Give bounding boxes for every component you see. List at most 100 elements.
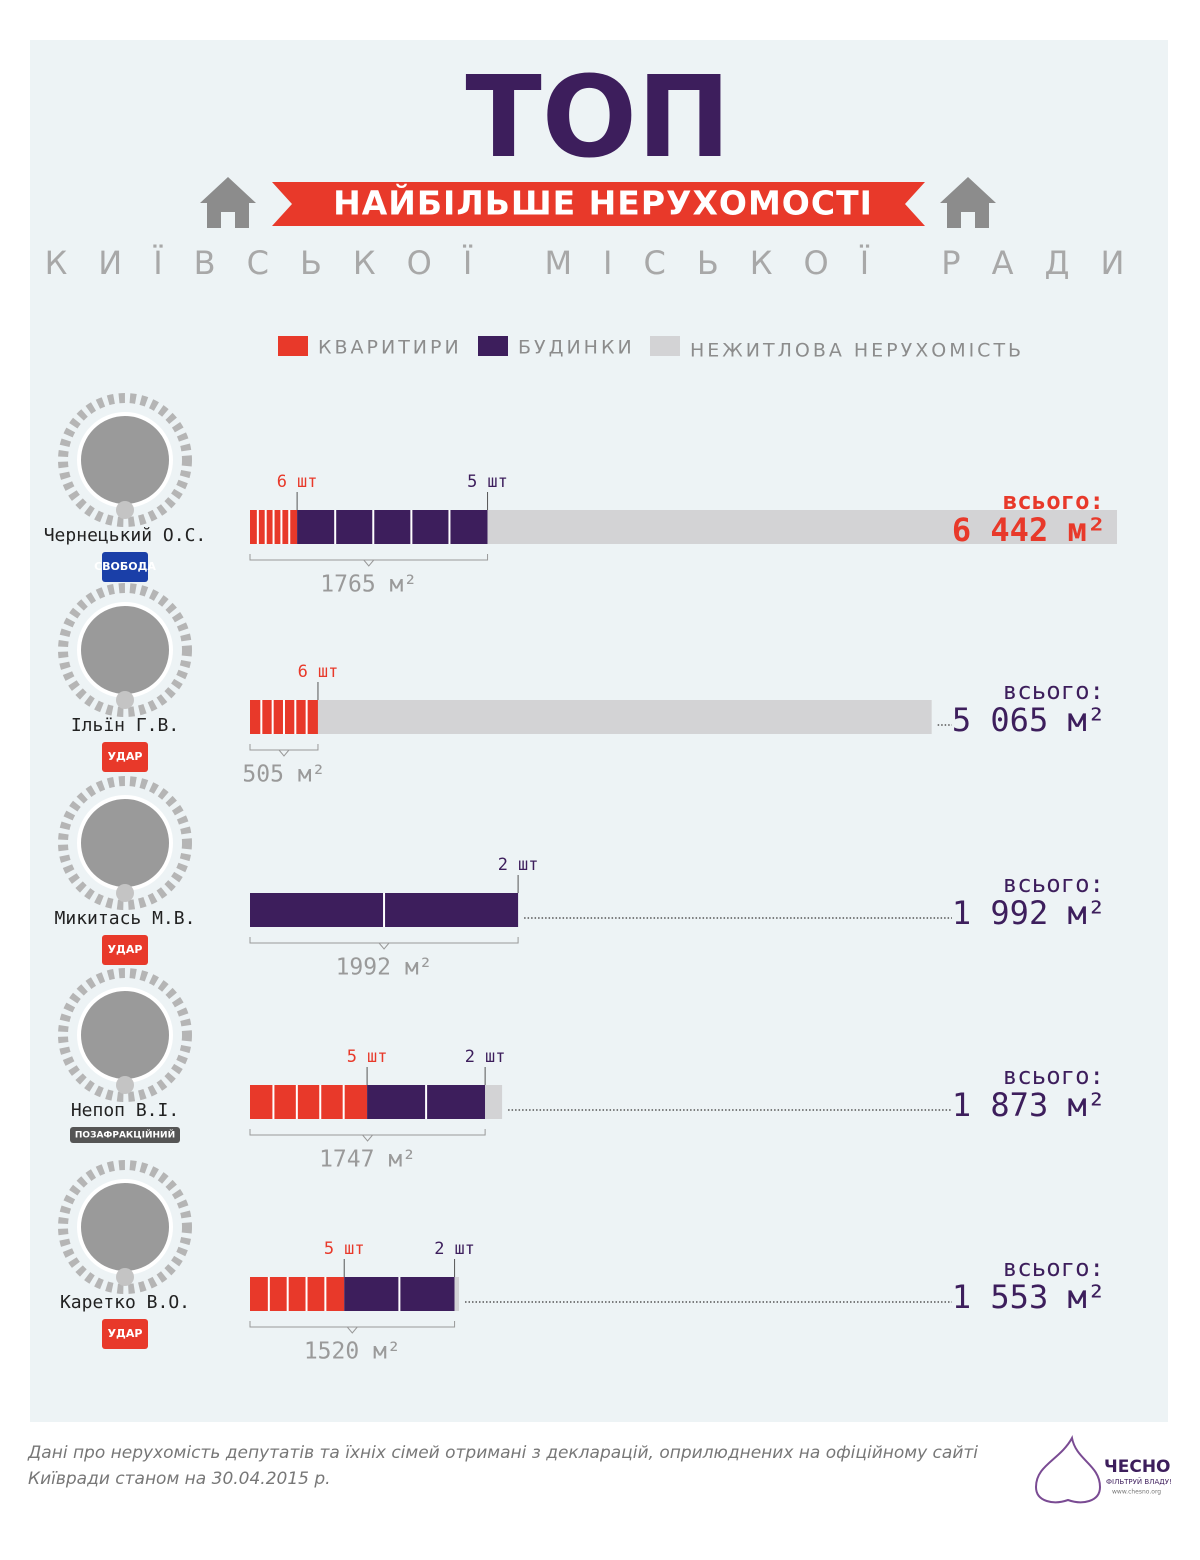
count-unit: шт	[487, 472, 507, 492]
residential-bracket	[249, 1129, 486, 1142]
count-unit: шт	[344, 1239, 364, 1259]
count-number: 2	[434, 1239, 444, 1259]
portrait	[77, 602, 173, 698]
count-number: 6	[298, 662, 308, 682]
banner-ribbon	[272, 182, 925, 226]
total-label: 5 065 м²	[952, 701, 1106, 739]
count-unit: шт	[318, 662, 338, 682]
count-label: 2 шт	[465, 1047, 506, 1067]
portrait	[77, 987, 173, 1083]
legend-label: НЕЖИТЛОВА НЕРУХОМІСТЬ	[690, 340, 1024, 362]
legend-label: КВАРИТИРИ	[318, 337, 462, 359]
party-label: УДАР	[108, 943, 143, 956]
title: ТОП	[465, 53, 730, 183]
residential-bracket	[249, 937, 519, 950]
count-unit: шт	[297, 472, 317, 492]
total-label: 1 553 м²	[952, 1278, 1106, 1316]
count-unit: шт	[485, 1047, 505, 1067]
residential-bracket	[249, 744, 319, 757]
bar-segment	[454, 1277, 460, 1311]
total-label: 1 992 м²	[952, 894, 1106, 932]
count-label: 6 шт	[298, 662, 339, 682]
residential-bracket	[249, 554, 489, 567]
count-number: 2	[465, 1047, 475, 1067]
laurel	[58, 583, 192, 717]
person-name: Ільїн Г.В.	[71, 715, 179, 736]
count-number: 6	[277, 472, 287, 492]
portrait	[77, 412, 173, 508]
count-unit: шт	[367, 1047, 387, 1067]
banner-text: НАЙБІЛЬШЕ НЕРУХОМОСТІ	[333, 183, 873, 223]
legend-swatch	[650, 336, 680, 356]
total-caption: всього:	[1003, 1062, 1104, 1090]
party-badge	[102, 552, 148, 582]
logo-name: ЧЕСНО	[1104, 1457, 1171, 1477]
total-caption: всього:	[1003, 677, 1104, 705]
residential-label: 1747 м²	[319, 1147, 416, 1173]
residential-label: 1765 м²	[320, 572, 417, 598]
laurel	[58, 1160, 192, 1294]
count-number: 5	[467, 472, 477, 492]
count-label: 6 шт	[277, 472, 318, 492]
laurel	[58, 393, 192, 527]
portrait-pin	[116, 1076, 134, 1094]
legend-label: БУДИНКИ	[518, 337, 635, 359]
footnote: Дані про нерухомість депутатів та їхніх …	[27, 1443, 978, 1463]
residential-bracket	[249, 1321, 456, 1334]
bar-segment	[485, 1085, 503, 1119]
party-badge	[102, 935, 148, 965]
party-label: УДАР	[108, 750, 143, 763]
logo-site: www.chesno.org	[1112, 1489, 1161, 1496]
portrait-pin	[116, 884, 134, 902]
bar-segment	[317, 700, 932, 734]
laurel	[58, 968, 192, 1102]
residential-label: 1520 м²	[304, 1339, 401, 1365]
portrait-pin	[116, 501, 134, 519]
total-caption: всього:	[1003, 870, 1104, 898]
count-label: 2 шт	[498, 855, 539, 875]
person-name: Непоп В.І.	[71, 1100, 179, 1121]
count-label: 5 шт	[467, 472, 508, 492]
count-number: 5	[324, 1239, 334, 1259]
laurel	[58, 776, 192, 910]
logo: ЧЕСНО ФІЛЬТРУЙ ВЛАДУ! www.chesno.org	[1034, 1435, 1172, 1504]
portrait-pin	[116, 1268, 134, 1286]
count-unit: шт	[454, 1239, 474, 1259]
bar-segment	[297, 510, 488, 544]
party-badge	[102, 1319, 148, 1349]
count-label: 2 шт	[434, 1239, 475, 1259]
residential-label: 505 м²	[242, 762, 325, 788]
house-icons	[200, 177, 996, 228]
portrait	[77, 1179, 173, 1275]
total-caption: всього:	[1003, 487, 1104, 515]
subtitle: КИЇВСЬКОЇ МІСЬКОЇ РАДИ	[45, 244, 1156, 282]
footnote: Київради станом на 30.04.2015 р.	[28, 1469, 331, 1489]
residential-label: 1992 м²	[336, 955, 433, 981]
party-label: УДАР	[108, 1327, 143, 1340]
portrait-pin	[116, 691, 134, 709]
party-badge	[102, 742, 148, 772]
count-unit: шт	[518, 855, 538, 875]
count-number: 5	[347, 1047, 357, 1067]
person-name: Микитась М.В.	[55, 908, 196, 929]
party-badge	[70, 1127, 180, 1143]
portrait	[77, 795, 173, 891]
bar-segment	[487, 510, 1117, 544]
count-label: 5 шт	[347, 1047, 388, 1067]
party-label: ПОЗАФРАКЦІЙНИЙ	[75, 1129, 175, 1141]
total-label: 6 442 м²	[952, 511, 1106, 549]
count-label: 5 шт	[324, 1239, 365, 1259]
logo-slogan: ФІЛЬТРУЙ ВЛАДУ!	[1106, 1477, 1172, 1486]
person-name: Чернецький О.С.	[44, 525, 207, 546]
total-label: 1 873 м²	[952, 1086, 1106, 1124]
legend-swatch	[278, 336, 308, 356]
bar-segment	[250, 1277, 345, 1311]
count-number: 2	[498, 855, 508, 875]
legend-swatch	[478, 336, 508, 356]
party-label: СВОБОДА	[94, 560, 156, 573]
person-name: Каретко В.О.	[60, 1292, 190, 1313]
bar-segment	[250, 1085, 368, 1119]
total-caption: всього:	[1003, 1254, 1104, 1282]
